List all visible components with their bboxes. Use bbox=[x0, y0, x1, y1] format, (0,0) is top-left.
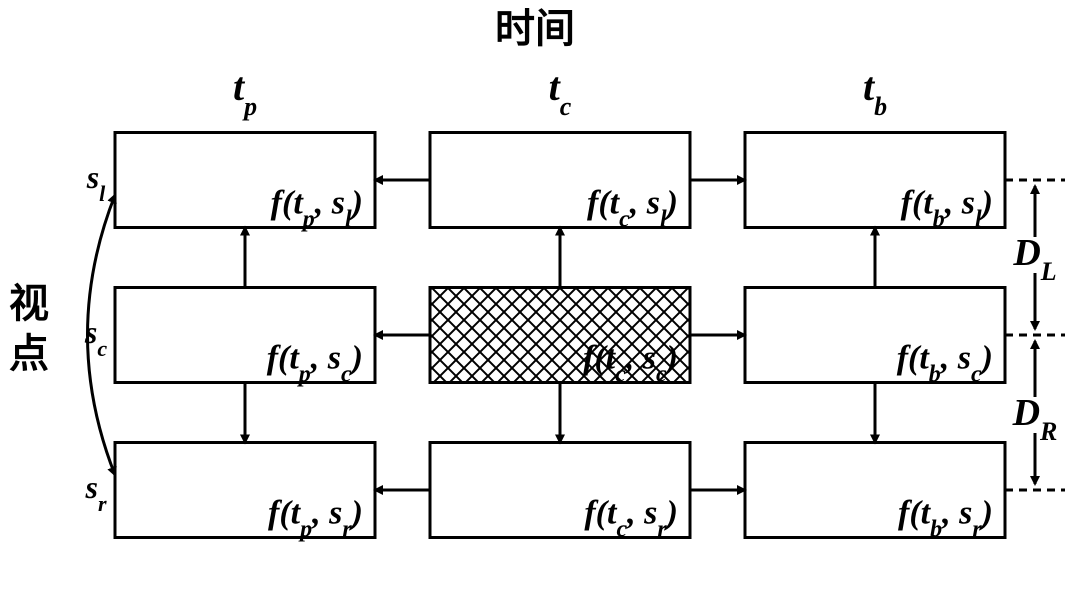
cell-1-1: f(tc, sc) bbox=[430, 288, 690, 388]
cell-1-0: f(tp, sc) bbox=[115, 288, 375, 388]
col-header-c: tc bbox=[549, 64, 572, 121]
col-header-p: tp bbox=[233, 64, 257, 121]
side-title-line1: 视 bbox=[9, 282, 49, 326]
cell-2-1: f(tc, sr) bbox=[430, 443, 690, 543]
col-header-b: tb bbox=[863, 64, 887, 121]
row-header-r: sr bbox=[84, 469, 106, 516]
row-header-l: sl bbox=[86, 159, 106, 206]
title-time: 时间 bbox=[495, 7, 575, 51]
side-title-line2: 点 bbox=[9, 332, 49, 376]
cell-1-2: f(tb, sc) bbox=[745, 288, 1005, 388]
cell-0-1: f(tc, sl) bbox=[430, 133, 690, 233]
cell-2-0: f(tp, sr) bbox=[115, 443, 375, 543]
cell-0-0: f(tp, sl) bbox=[115, 133, 375, 233]
cell-2-2: f(tb, sr) bbox=[745, 443, 1005, 543]
cell-0-2: f(tb, sl) bbox=[745, 133, 1005, 233]
diagram-svg: 时间视点tptctbslscsrf(tp, sl)f(tc, sl)f(tb, … bbox=[0, 0, 1080, 599]
